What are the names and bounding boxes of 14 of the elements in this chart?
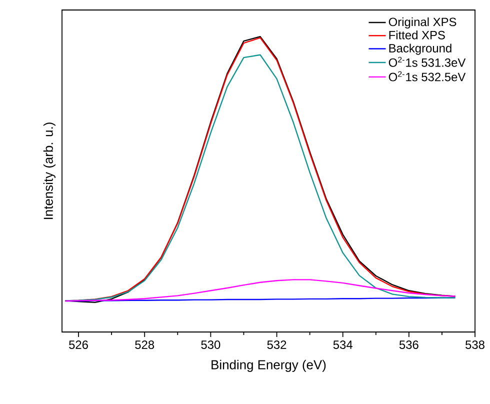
x-tick-label: 526 <box>69 340 88 349</box>
legend-label: O$^{2-}$1s 531.3eV <box>388 56 466 67</box>
x-tick-label: 538 <box>466 340 484 349</box>
x-tick-label: 528 <box>135 340 154 349</box>
x-axis-title: Binding Energy (eV) <box>212 360 326 372</box>
legend-label: Original XPS <box>388 17 456 29</box>
legend-label: O$^{2-}$1s 532.5eV <box>388 71 466 82</box>
legend-label: Fitted XPS <box>389 30 445 40</box>
x-tick-label: 530 <box>201 340 220 349</box>
legend-label: Background <box>389 44 452 55</box>
x-tick-label: 536 <box>399 340 418 349</box>
y-axis-title: Intensity (arb. u.) <box>43 122 56 219</box>
x-tick-label: 534 <box>333 340 352 349</box>
x-tick-label: 532 <box>267 340 286 349</box>
